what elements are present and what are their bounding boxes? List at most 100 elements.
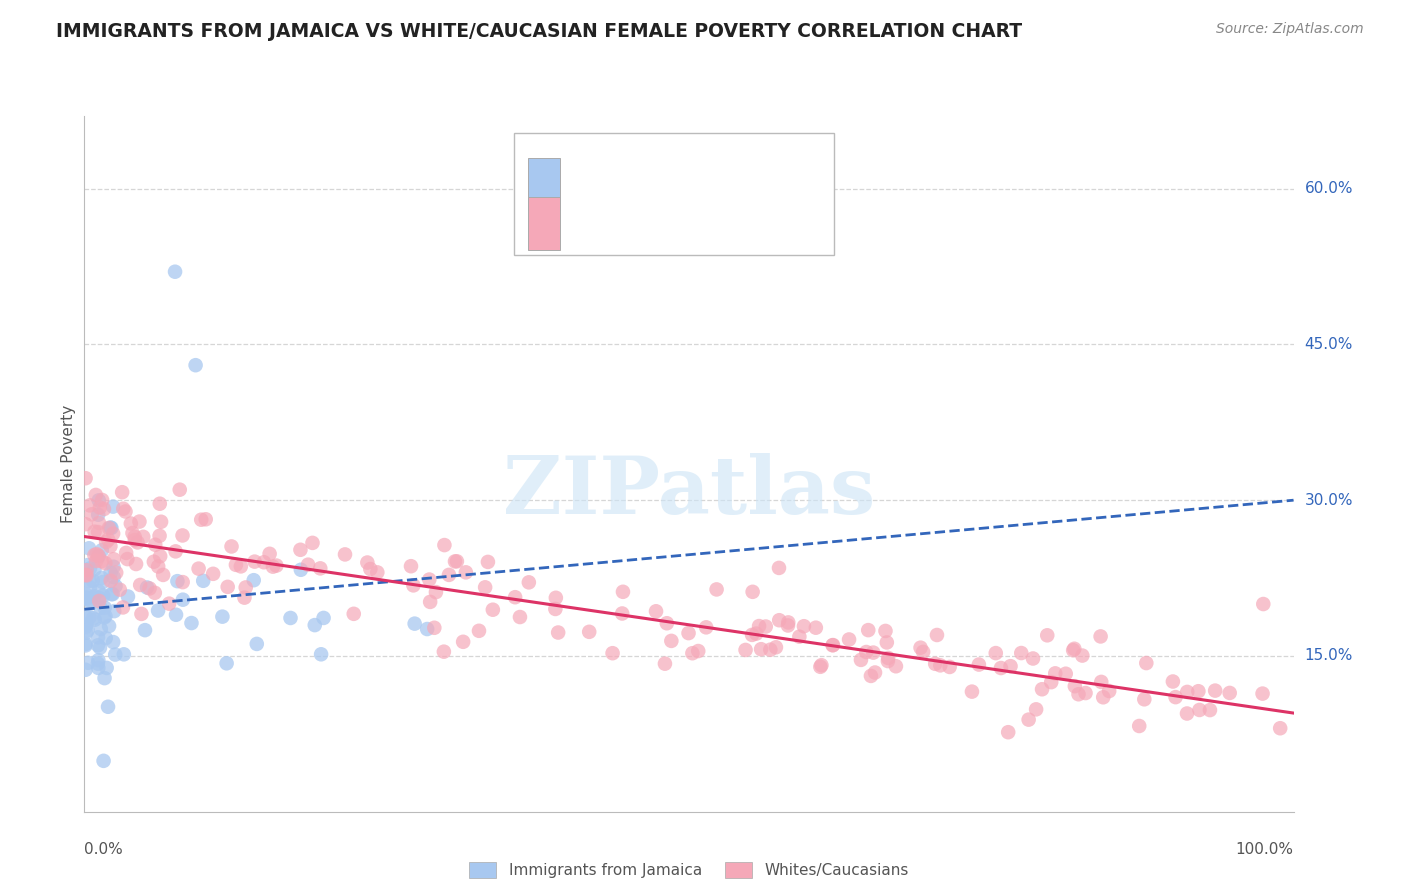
Point	[808, 660, 831, 674]
Point	[101, 587, 124, 601]
Point	[103, 552, 125, 566]
Point	[76, 568, 98, 582]
Point	[804, 621, 827, 635]
Point	[312, 611, 335, 625]
Point	[425, 585, 447, 599]
Point	[89, 594, 111, 608]
Point	[75, 637, 97, 651]
Point	[190, 513, 212, 527]
Point	[87, 638, 110, 652]
Point	[1204, 683, 1226, 698]
Point	[80, 596, 103, 610]
Point	[93, 600, 115, 615]
Point	[1063, 679, 1085, 693]
Point	[253, 555, 276, 569]
Point	[1164, 690, 1187, 705]
Point	[143, 538, 166, 552]
Point	[929, 658, 952, 673]
Point	[96, 661, 118, 675]
Point	[215, 657, 238, 671]
Point	[97, 699, 120, 714]
Point	[87, 584, 110, 599]
Point	[87, 549, 110, 564]
Text: 15.0%: 15.0%	[1305, 648, 1353, 664]
Point	[84, 554, 107, 568]
Point	[1175, 706, 1198, 721]
Point	[990, 661, 1012, 675]
Point	[187, 561, 209, 575]
Point	[86, 547, 108, 561]
Point	[997, 725, 1019, 739]
Point	[304, 618, 326, 632]
Point	[681, 646, 703, 660]
Point	[142, 555, 165, 569]
Point	[910, 640, 932, 655]
Point	[765, 640, 787, 655]
Point	[309, 648, 332, 662]
Point	[333, 548, 356, 562]
Point	[838, 632, 860, 647]
Point	[884, 659, 907, 673]
Point	[309, 561, 332, 575]
Point	[875, 624, 897, 638]
Point	[876, 635, 898, 649]
Point	[578, 624, 600, 639]
Point	[90, 554, 112, 568]
Point	[157, 597, 180, 611]
Point	[706, 582, 728, 597]
FancyBboxPatch shape	[529, 158, 560, 210]
Point	[79, 593, 101, 607]
Point	[75, 620, 97, 634]
Point	[695, 620, 717, 634]
Point	[741, 584, 763, 599]
Point	[112, 648, 135, 662]
Point	[91, 493, 114, 508]
Point	[94, 609, 117, 624]
Point	[221, 540, 243, 554]
Point	[89, 591, 111, 605]
Point	[75, 517, 97, 532]
Text: R =   0.114   N =   90: R = 0.114 N = 90	[578, 173, 780, 191]
Point	[778, 615, 800, 630]
Point	[87, 549, 110, 563]
Point	[169, 483, 191, 497]
Point	[117, 590, 139, 604]
Point	[75, 609, 97, 624]
Point	[163, 265, 186, 279]
Point	[82, 574, 104, 588]
Point	[1018, 713, 1040, 727]
Text: Source: ZipAtlas.com: Source: ZipAtlas.com	[1216, 22, 1364, 37]
Point	[90, 571, 112, 585]
Point	[146, 603, 169, 617]
Point	[468, 624, 491, 638]
Point	[75, 567, 97, 582]
Point	[77, 574, 100, 588]
Point	[132, 530, 155, 544]
Point	[734, 643, 756, 657]
Text: 100.0%: 100.0%	[1236, 842, 1294, 857]
Point	[75, 471, 97, 485]
Point	[84, 488, 107, 502]
Point	[688, 644, 710, 658]
Point	[93, 754, 115, 768]
Point	[94, 631, 117, 645]
Point	[75, 591, 97, 605]
Point	[83, 548, 105, 562]
Point	[242, 573, 264, 587]
Point	[243, 555, 266, 569]
Point	[402, 578, 425, 592]
Point	[233, 591, 256, 605]
Text: 45.0%: 45.0%	[1305, 337, 1353, 352]
Point	[259, 547, 281, 561]
Point	[444, 554, 467, 568]
Point	[152, 568, 174, 582]
Point	[741, 628, 763, 642]
Point	[172, 592, 194, 607]
Point	[138, 582, 160, 596]
Point	[343, 607, 366, 621]
Point	[863, 665, 886, 680]
Point	[849, 653, 872, 667]
Text: IMMIGRANTS FROM JAMAICA VS WHITE/CAUCASIAN FEMALE POVERTY CORRELATION CHART: IMMIGRANTS FROM JAMAICA VS WHITE/CAUCASI…	[56, 22, 1022, 41]
Point	[290, 542, 312, 557]
Point	[79, 561, 101, 575]
